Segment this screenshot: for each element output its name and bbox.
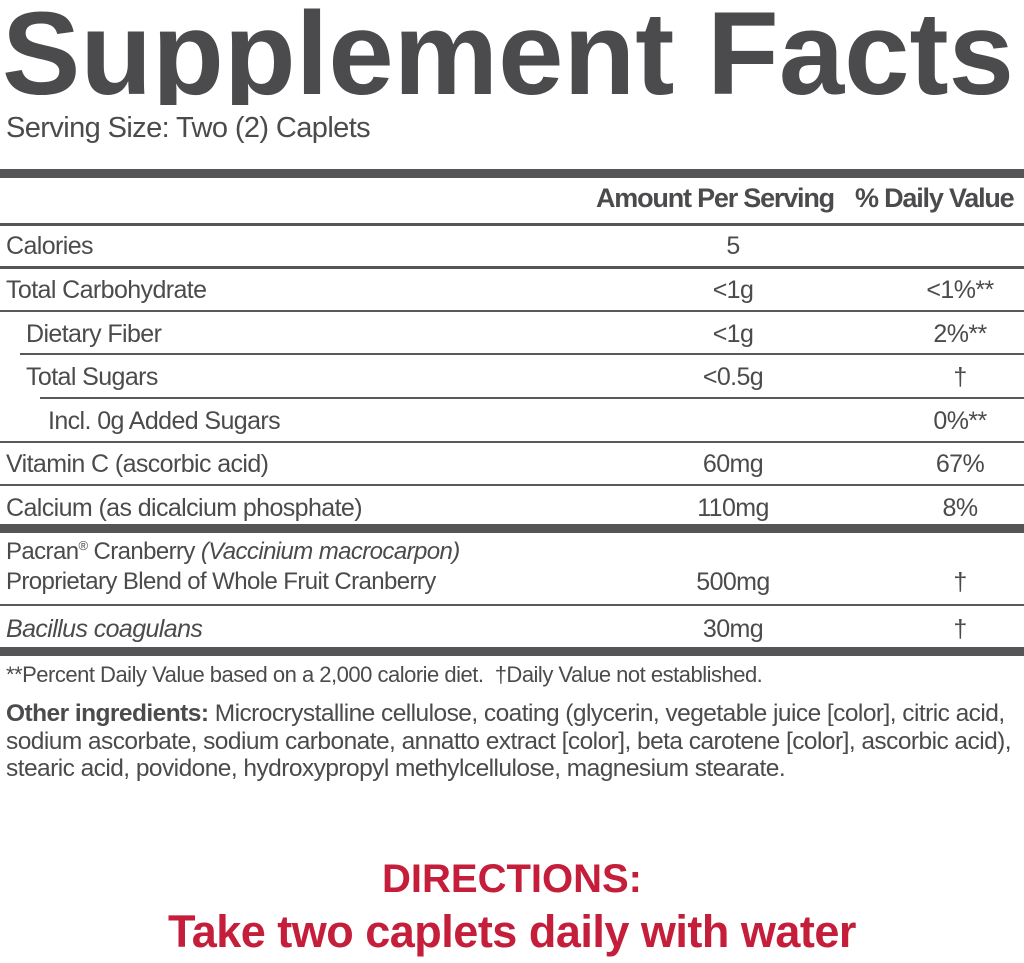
nutrient-name: Incl. 0g Added Sugars bbox=[48, 407, 281, 435]
nutrient-dv: 2%** bbox=[933, 320, 987, 348]
ingredient-name: Bacillus coagulans bbox=[6, 615, 203, 643]
nutrient-name: Dietary Fiber bbox=[26, 320, 162, 348]
divider bbox=[0, 266, 1024, 269]
label-title: Supplement Facts bbox=[0, 0, 1024, 105]
nutrient-row: Calcium (as dicalcium phosphate) 110mg 8… bbox=[0, 488, 1024, 528]
nutrient-dv: 0%** bbox=[933, 407, 987, 435]
footnote: **Percent Daily Value based on a 2,000 c… bbox=[6, 662, 763, 687]
divider bbox=[0, 524, 1024, 533]
divider bbox=[0, 484, 1024, 486]
divider bbox=[0, 647, 1024, 656]
nutrient-amount: 5 bbox=[726, 232, 740, 260]
nutrient-row: Dietary Fiber <1g 2%** bbox=[0, 314, 1024, 354]
divider bbox=[20, 353, 1024, 355]
blend-description: Proprietary Blend of Whole Fruit Cranber… bbox=[6, 568, 436, 595]
directions-text: Take two caplets daily with water bbox=[168, 906, 856, 957]
blend-name: Pacran® Cranberry (Vaccinium macrocarpon… bbox=[6, 538, 460, 565]
blend-row: Pacran® Cranberry (Vaccinium macrocarpon… bbox=[0, 536, 1024, 606]
other-ingredients-label: Other ingredients: bbox=[6, 700, 209, 727]
nutrient-row: Calories 5 bbox=[0, 226, 1024, 266]
other-ingredients: Other ingredients: Microcrystalline cell… bbox=[6, 700, 1016, 783]
nutrient-dv: † bbox=[953, 363, 967, 391]
nutrient-amount: 110mg bbox=[697, 494, 769, 522]
blend-dv: † bbox=[953, 568, 967, 596]
nutrient-amount: 60mg bbox=[702, 450, 764, 478]
divider bbox=[0, 223, 1024, 226]
divider bbox=[0, 441, 1024, 443]
blend-amount: 500mg bbox=[696, 568, 770, 596]
nutrient-name: Calcium (as dicalcium phosphate) bbox=[6, 494, 363, 522]
other-ingredients-text: Microcrystalline cellulose, coating (gly… bbox=[6, 700, 1012, 782]
nutrient-name: Total Carbohydrate bbox=[6, 276, 207, 304]
daily-value-header: % Daily Value bbox=[855, 183, 1015, 213]
title-text: Supplement Facts bbox=[2, 0, 1014, 105]
divider bbox=[0, 169, 1024, 178]
ingredient-amount: 30mg bbox=[702, 615, 764, 643]
nutrient-amount: <1g bbox=[712, 276, 754, 304]
nutrient-dv: 8% bbox=[942, 494, 979, 522]
nutrient-row: Vitamin C (ascorbic acid) 60mg 67% bbox=[0, 444, 1024, 484]
serving-size: Serving Size: Two (2) Caplets bbox=[6, 112, 371, 144]
nutrient-name: Total Sugars bbox=[26, 363, 158, 391]
directions-heading: DIRECTIONS: bbox=[382, 857, 642, 901]
nutrient-dv: 67% bbox=[935, 450, 985, 478]
ingredient-dv: † bbox=[953, 615, 967, 643]
nutrient-dv: <1%** bbox=[926, 276, 994, 304]
divider bbox=[0, 310, 1024, 312]
nutrient-row: Incl. 0g Added Sugars 0%** bbox=[0, 401, 1024, 441]
amount-header: Amount Per Serving bbox=[596, 183, 835, 213]
nutrient-name: Calories bbox=[6, 232, 94, 260]
nutrient-amount: <1g bbox=[712, 320, 754, 348]
ingredient-row: Bacillus coagulans 30mg † bbox=[0, 609, 1024, 649]
nutrient-amount: <0.5g bbox=[702, 363, 764, 391]
nutrient-row: Total Sugars <0.5g † bbox=[0, 357, 1024, 397]
divider bbox=[40, 397, 1024, 399]
nutrient-row: Total Carbohydrate <1g <1%** bbox=[0, 270, 1024, 310]
nutrient-name: Vitamin C (ascorbic acid) bbox=[6, 450, 269, 478]
divider bbox=[0, 604, 1024, 606]
